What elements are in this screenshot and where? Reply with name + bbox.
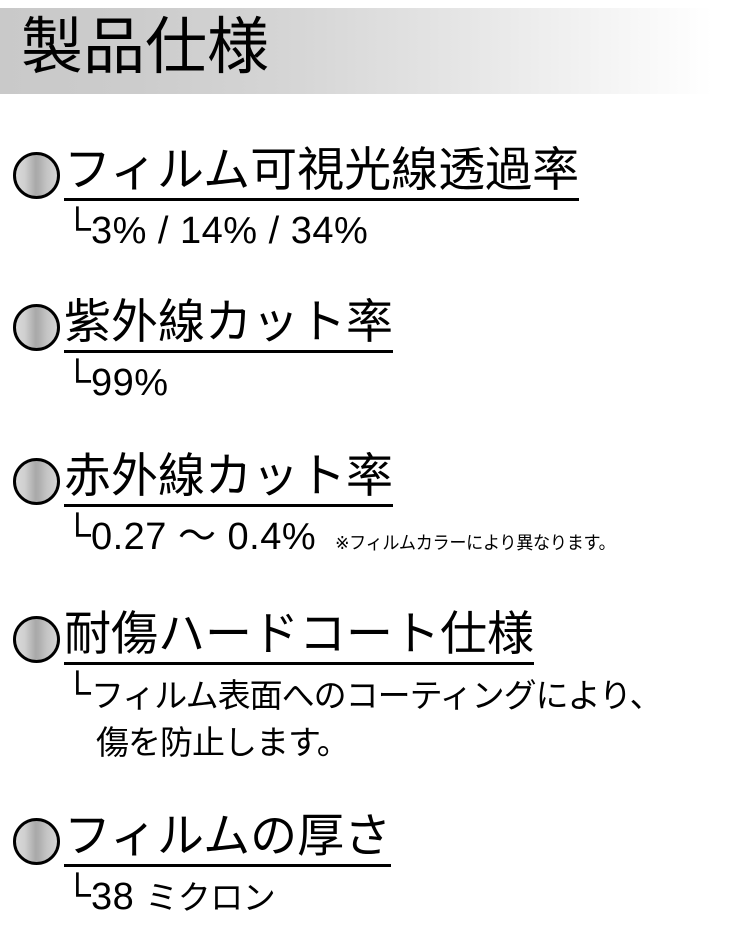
spec-item-visible-light-transmittance: フィルム可視光線透過率 └3% / 14% / 34% [0,144,750,254]
spec-heading-label: 耐傷ハードコート仕様 [64,608,534,665]
spec-item-film-thickness: フィルムの厚さ └38 ミクロン [0,810,750,921]
corner-bracket-icon: └ [64,360,91,402]
spec-value-text: 3% / 14% / 34% [90,210,369,252]
spec-values-group: └0.27 ～ 0.4% ※フィルムカラーにより異なります。 [0,508,750,566]
spec-item-scratch-resistant-hardcoat: 耐傷ハードコート仕様 └フィルム表面へのコーティングにより、 傷を防止します。 [0,608,750,766]
spec-value-text: フィルム表面へのコーティングにより、 [90,677,663,714]
spec-value-unit: ミクロン [145,879,276,916]
page-title: 製品仕様 [21,13,270,82]
spec-value-line: └フィルム表面へのコーティングにより、 [64,672,750,719]
spec-heading-row: フィルムの厚さ [0,810,750,868]
spec-item-uv-cut-rate: 紫外線カット率 └99% [0,296,750,406]
corner-bracket-icon: └ [64,514,91,556]
corner-bracket-icon: └ [64,672,91,714]
specification-list: フィルム可視光線透過率 └3% / 14% / 34% 紫外線カット率 └99%… [0,120,750,927]
spec-value-line: 傷を防止します。 [64,719,750,766]
header-gradient-band [0,8,750,94]
circle-bullet-icon [13,458,60,505]
spec-heading-row: 紫外線カット率 [0,296,750,354]
spec-heading-row: フィルム可視光線透過率 [0,144,750,202]
spec-heading-label: 紫外線カット率 [64,296,393,353]
circle-bullet-icon [13,616,60,663]
circle-bullet-icon [13,818,60,865]
spec-heading-label: フィルムの厚さ [64,810,392,867]
spec-value-text-continued: 傷を防止します。 [96,724,350,761]
spec-value-footnote: ※フィルムカラーにより異なります。 [335,533,616,553]
spec-values-group: └99% [0,354,750,406]
spec-item-ir-cut-rate: 赤外線カット率 └0.27 ～ 0.4% ※フィルムカラーにより異なります。 [0,450,750,566]
spec-heading-row: 耐傷ハードコート仕様 [0,608,750,666]
spec-values-group: └フィルム表面へのコーティングにより、 傷を防止します。 [0,666,750,766]
spec-heading-label: フィルム可視光線透過率 [64,144,580,201]
spec-value-text: 0.27 ～ 0.4% [90,516,317,558]
spec-value-line: └99% [64,360,750,406]
corner-bracket-icon: └ [64,208,91,250]
circle-bullet-icon [13,304,60,351]
corner-bracket-icon: └ [64,874,91,916]
spec-heading-row: 赤外線カット率 [0,450,750,508]
spec-value-line: └3% / 14% / 34% [64,208,750,254]
circle-bullet-icon [13,152,60,199]
spec-values-group: └38 ミクロン [0,868,750,921]
spec-value-number: 38 [90,876,146,918]
spec-value-line: └0.27 ～ 0.4% ※フィルムカラーにより異なります。 [64,514,750,566]
spec-values-group: └3% / 14% / 34% [0,202,750,254]
spec-value-line: └38 ミクロン [64,874,750,921]
spec-value-text: 99% [90,362,169,404]
spec-heading-label: 赤外線カット率 [64,450,393,507]
